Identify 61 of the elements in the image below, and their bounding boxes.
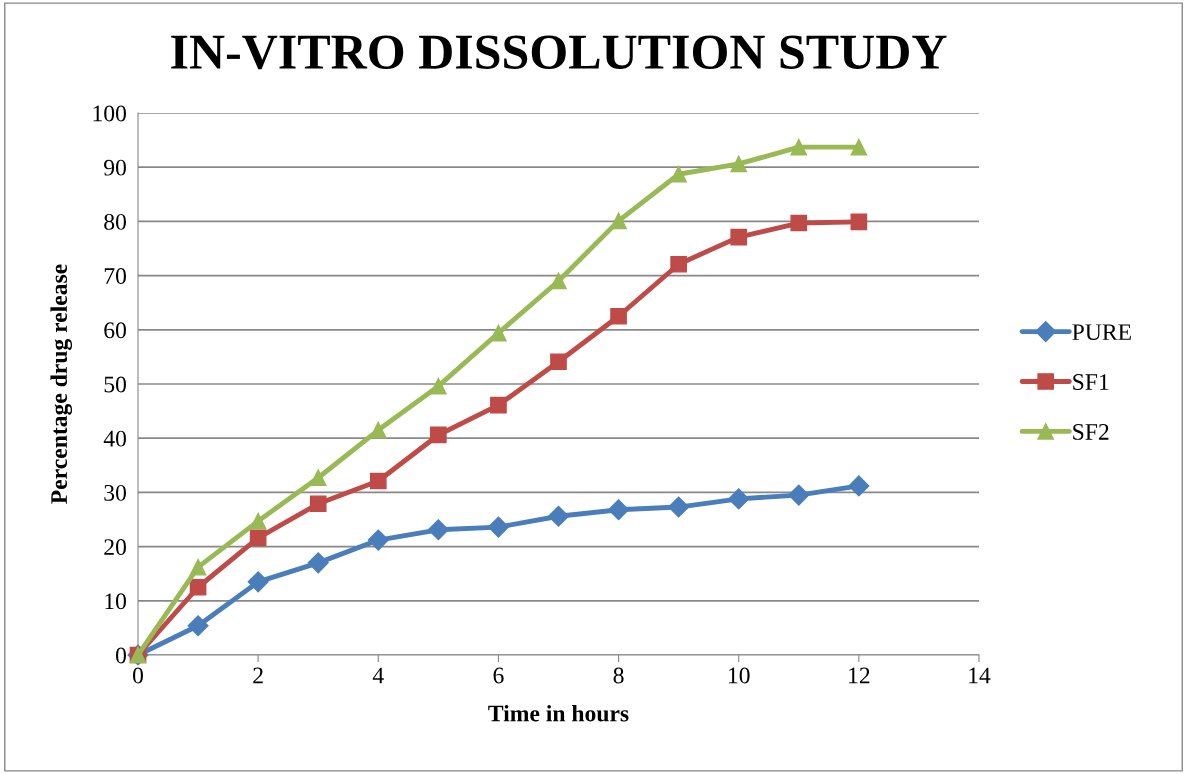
point — [668, 496, 690, 518]
point — [367, 529, 389, 551]
chart-title: IN-VITRO DISSOLUTION STUDY — [171, 35, 947, 70]
point — [848, 475, 870, 497]
point — [547, 505, 570, 527]
point — [610, 212, 627, 230]
point — [670, 165, 687, 183]
y-tick-label: 50 — [104, 376, 126, 393]
point — [490, 396, 507, 414]
point — [189, 558, 207, 576]
point — [550, 353, 567, 371]
point — [189, 578, 207, 596]
point — [487, 516, 509, 538]
y-tick-label: 60 — [104, 322, 126, 339]
point — [309, 469, 327, 487]
y-tick-label: 40 — [103, 430, 126, 447]
y-tick-label: 90 — [104, 159, 126, 176]
point — [850, 138, 868, 156]
legend-label: PURE — [1072, 324, 1131, 341]
point — [670, 255, 687, 273]
point — [249, 529, 267, 547]
point — [369, 472, 387, 490]
point — [550, 272, 567, 290]
point — [730, 228, 748, 246]
point — [307, 552, 329, 574]
y-tick-label: 80 — [104, 213, 126, 230]
y-tick-label: 30 — [104, 484, 126, 501]
point — [427, 519, 449, 541]
x-tick-label: 8 — [613, 667, 624, 684]
y-tick-label: 10 — [105, 593, 126, 610]
x-tick-label: 0 — [133, 667, 143, 684]
legend-label: SF2 — [1073, 424, 1109, 440]
point — [249, 512, 267, 530]
point — [247, 571, 269, 593]
y-tick-label: 0 — [115, 647, 126, 664]
y-tick-label: 70 — [104, 268, 126, 285]
legend-label: SF1 — [1073, 374, 1109, 390]
x-tick-label: 14 — [969, 667, 991, 684]
point — [850, 213, 868, 231]
point — [490, 324, 507, 342]
point — [430, 377, 447, 395]
point — [730, 155, 748, 173]
x-axis-title: Time in hours — [488, 704, 629, 722]
point — [369, 421, 387, 439]
point — [728, 488, 750, 510]
y-tick-label: 20 — [104, 539, 126, 556]
x-tick-label: 12 — [849, 667, 870, 684]
point — [790, 214, 808, 232]
x-tick-label: 4 — [372, 667, 384, 684]
point — [788, 484, 810, 506]
x-tick-label: 2 — [253, 667, 263, 684]
y-tick-label: 100 — [93, 105, 126, 122]
point — [610, 307, 627, 325]
y-axis-title: Percentage drug release — [50, 264, 73, 504]
point — [608, 499, 630, 521]
x-tick-label: 10 — [728, 667, 750, 684]
point — [790, 138, 808, 156]
point — [309, 495, 327, 513]
point — [430, 426, 447, 444]
x-tick-label: 6 — [493, 667, 504, 684]
point — [187, 615, 209, 637]
